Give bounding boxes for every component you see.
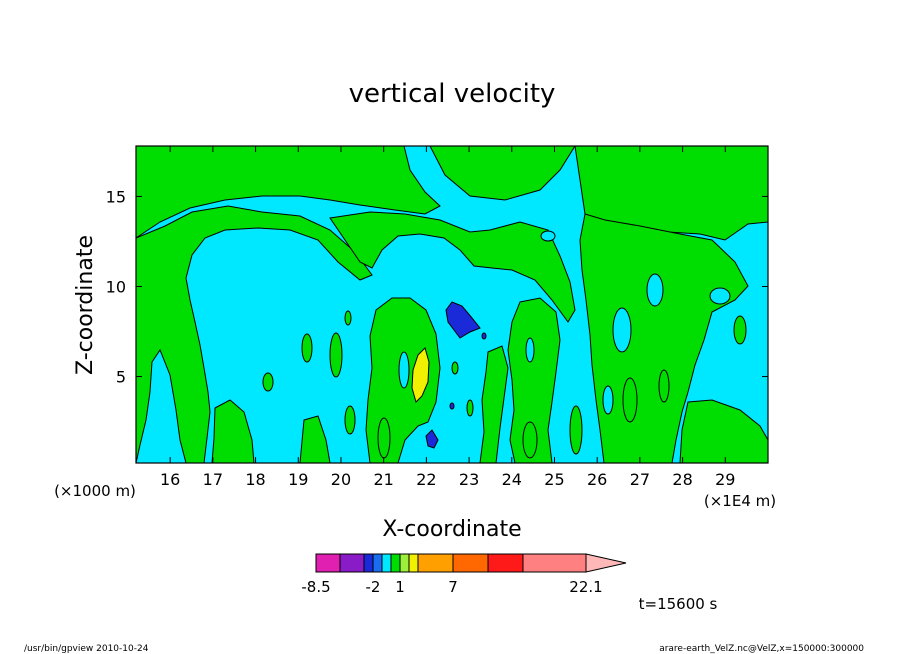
- contour-region-left-column: [136, 205, 373, 463]
- x-tick-label: 29: [715, 470, 735, 489]
- x-tick-label: 28: [672, 470, 692, 489]
- contour-region-right-large: [579, 213, 749, 463]
- y-tick-label: 10: [106, 277, 126, 296]
- colorbar-label: -2: [366, 578, 381, 596]
- x-tick-label: 26: [587, 470, 607, 489]
- plot-area: [136, 146, 768, 463]
- contour-blob: [344, 405, 356, 435]
- y-axis-title: Z-coordinate: [73, 235, 98, 375]
- colorbar: [315, 553, 627, 573]
- colorbar-segment: [363, 553, 374, 573]
- x-tick-label: 27: [630, 470, 650, 489]
- contour-region-right-top: [574, 146, 768, 241]
- contour-blob: [301, 333, 313, 363]
- cyan-holes: [398, 230, 731, 415]
- green-contour-regions: [136, 146, 768, 463]
- colorbar-segment: [315, 553, 341, 573]
- contour-region-bottom-19: [299, 415, 331, 463]
- x-tick-label: 18: [245, 470, 265, 489]
- plot-frame: [135, 145, 769, 464]
- y-tick-label: 5: [116, 368, 126, 387]
- chart-title: vertical velocity: [349, 79, 556, 109]
- colorbar-segment: [522, 553, 587, 573]
- contour-region-bottom-right: [679, 399, 768, 463]
- contour-blob: [658, 369, 670, 403]
- blue-contour-core: [449, 402, 455, 410]
- yellow-contour-core: [411, 347, 430, 403]
- contour-hole: [540, 230, 556, 242]
- x-axis-title: X-coordinate: [382, 517, 521, 542]
- contour-region-center-right-column: [507, 297, 561, 463]
- contour-blob: [329, 332, 343, 378]
- x-tick-label: 22: [416, 470, 436, 489]
- contour-hole: [398, 351, 410, 389]
- x-tick-label: 21: [373, 470, 393, 489]
- colorbar-labels: -8.5 -2 1 7 22.1: [301, 578, 602, 596]
- blue-contour-cores: [425, 301, 487, 449]
- y-axis: 5 10 15: [106, 187, 768, 387]
- contour-region-bottom-left: [211, 399, 255, 463]
- y-tick-label: 15: [106, 187, 126, 206]
- contour-blob: [466, 399, 474, 417]
- x-tick-label: 25: [544, 470, 564, 489]
- footer-left: /usr/bin/gpview 2010-10-24: [24, 644, 149, 654]
- footer-right: arare-earth_VelZ.nc@VelZ,x=150000:300000: [659, 644, 864, 654]
- contour-region-middle-arch: [329, 211, 576, 323]
- x-tick-label: 16: [160, 470, 180, 489]
- colorbar-label: 1: [395, 578, 405, 596]
- contour-hole: [646, 273, 664, 307]
- x-tick-label: 20: [331, 470, 351, 489]
- contour-region-upper: [136, 146, 441, 239]
- contour-hole: [525, 337, 535, 363]
- contour-region-top-middle: [429, 146, 576, 201]
- x-scale-label: (×1E4 m): [704, 492, 776, 510]
- contour-hole: [612, 307, 632, 353]
- colorbar-label: 7: [448, 578, 458, 596]
- colorbar-segment: [381, 553, 392, 573]
- contour-blob: [733, 315, 747, 345]
- contour-blob: [377, 417, 391, 459]
- time-label: t=15600 s: [639, 595, 718, 613]
- contour-blob: [522, 421, 538, 459]
- x-tick-label: 19: [288, 470, 308, 489]
- colorbar-segment: [417, 553, 454, 573]
- colorbar-segment: [452, 553, 489, 573]
- colorbar-segment: [487, 553, 524, 573]
- contour-blob: [344, 310, 352, 326]
- contour-blob: [451, 361, 459, 375]
- colorbar-label: 22.1: [569, 578, 602, 596]
- contour-blob: [569, 405, 583, 455]
- contour-hole: [602, 385, 614, 415]
- colorbar-segment: [339, 553, 365, 573]
- y-scale-label: (×1000 m): [54, 482, 136, 500]
- colorbar-extension-arrow: [585, 553, 627, 573]
- colorbar-segment: [399, 553, 410, 573]
- colorbar-segment: [408, 553, 419, 573]
- contour-hole: [709, 287, 731, 305]
- blue-contour-core: [445, 301, 481, 339]
- x-tick-label: 17: [203, 470, 223, 489]
- blue-contour-core: [425, 429, 439, 449]
- colorbar-segment: [390, 553, 401, 573]
- colorbar-segment: [372, 553, 383, 573]
- contour-blob: [262, 372, 274, 392]
- contour-region-column-24: [479, 345, 509, 463]
- x-tick-label: 24: [502, 470, 522, 489]
- blue-contour-core: [481, 332, 487, 340]
- x-axis: 16 17 18 19 20 21 22 23 24 25 26 27 28 29: [160, 146, 735, 489]
- x-tick-label: 23: [459, 470, 479, 489]
- colorbar-label: -8.5: [301, 578, 330, 596]
- contour-blob: [622, 377, 638, 423]
